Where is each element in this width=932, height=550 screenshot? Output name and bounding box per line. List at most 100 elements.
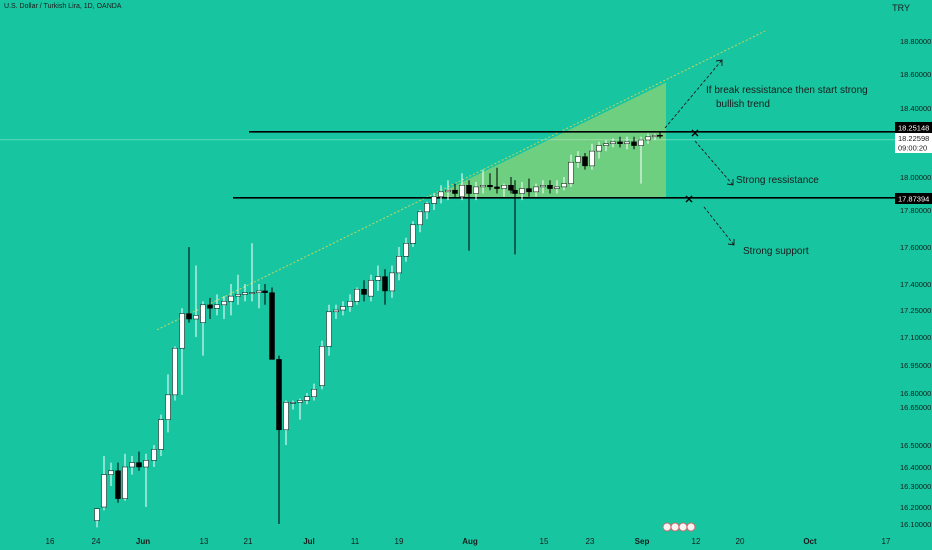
candle-body xyxy=(610,141,616,144)
resistance-arrow xyxy=(694,140,734,186)
y-tick-label: 18.40000 xyxy=(900,104,931,113)
time-axis[interactable]: 16 24 Jun 13 21 Jul 11 19 Aug 15 23 Sep 12 20 Oct 17 xyxy=(46,537,891,546)
candle-body xyxy=(382,276,388,292)
candle-body xyxy=(596,145,602,152)
candles xyxy=(94,132,663,528)
rising-trendline xyxy=(156,30,766,331)
candle-body xyxy=(561,183,567,188)
candle-body xyxy=(319,346,325,386)
x-tick-label: 12 xyxy=(692,537,701,546)
x-tick-label: 21 xyxy=(244,537,253,546)
x-tick-label: 13 xyxy=(200,537,209,546)
event-icons[interactable] xyxy=(662,522,696,532)
candle-body xyxy=(122,466,128,499)
y-tick-label: 16.80000 xyxy=(900,389,931,398)
svg-text:18.22598: 18.22598 xyxy=(898,134,929,143)
candle-body xyxy=(283,402,289,431)
x-tick-label: Jul xyxy=(303,537,315,546)
candle-body xyxy=(375,276,381,281)
x-tick-label: Sep xyxy=(635,537,650,546)
support-arrow xyxy=(703,206,735,246)
resistance-price-label: 18.25148 xyxy=(895,122,932,133)
candle-body xyxy=(568,161,574,184)
x-tick-label: 16 xyxy=(46,537,55,546)
support-price-label: 17.87394 xyxy=(895,193,932,204)
y-tick-label: 18.60000 xyxy=(900,70,931,79)
candle-body xyxy=(533,186,539,193)
candle-body xyxy=(340,306,346,311)
candle-body xyxy=(256,290,262,293)
candle-body xyxy=(165,394,171,420)
candle-body xyxy=(438,191,444,198)
candle-body xyxy=(193,315,199,320)
candle-body xyxy=(480,185,486,188)
candle-body xyxy=(200,304,206,323)
candle-body xyxy=(108,470,114,475)
candle-body xyxy=(129,462,135,468)
candle-body xyxy=(311,389,317,397)
x-tick-label: Jun xyxy=(136,537,150,546)
candle-body xyxy=(158,419,164,450)
candle-body xyxy=(494,186,500,189)
y-tick-label: 16.95000 xyxy=(900,361,931,370)
candle-body xyxy=(645,136,651,141)
candle-body xyxy=(638,139,644,146)
y-tick-label: 16.30000 xyxy=(900,482,931,491)
x-tick-label: 20 xyxy=(736,537,745,546)
y-tick-label: 17.80000 xyxy=(900,206,931,215)
candle-body xyxy=(354,288,360,302)
y-tick-label: 16.50000 xyxy=(900,441,931,450)
y-tick-label: 17.40000 xyxy=(900,280,931,289)
candle-body xyxy=(235,294,241,297)
y-tick-label: 16.10000 xyxy=(900,520,931,529)
candle-body xyxy=(389,272,395,292)
candle-body xyxy=(347,301,353,307)
candle-body xyxy=(547,185,553,189)
candle-body xyxy=(115,470,121,499)
candle-body xyxy=(582,156,588,167)
candle-body xyxy=(657,134,663,137)
y-tick-label: 16.65000 xyxy=(900,403,931,412)
candle-body xyxy=(589,150,595,167)
candle-body xyxy=(617,141,623,144)
y-tick-label: 17.60000 xyxy=(900,243,931,252)
candle-body xyxy=(508,185,514,191)
rising-wedge-area xyxy=(430,82,666,198)
candle-body xyxy=(403,243,409,257)
candle-body xyxy=(94,508,100,521)
x-tick-label: 24 xyxy=(92,537,101,546)
candle-body xyxy=(101,474,107,508)
support-annotation: Strong support xyxy=(743,246,809,257)
candle-body xyxy=(290,402,296,404)
candle-body xyxy=(624,141,630,144)
arrow-heads xyxy=(715,59,735,246)
breakout-annotation-line2: bullish trend xyxy=(716,99,770,110)
candle-body xyxy=(554,186,560,189)
current-price-label: 18.22598 09:00:20 xyxy=(895,133,932,153)
countdown-timer: 09:00:20 xyxy=(898,144,927,153)
candle-body xyxy=(304,396,310,401)
candle-body xyxy=(333,309,339,313)
currency-label: TRY xyxy=(892,3,910,13)
candle-body xyxy=(221,301,227,306)
chart-title: U.S. Dollar / Turkish Lira, 1D, OANDA xyxy=(4,3,122,10)
projection-arrows xyxy=(664,59,735,246)
breakout-annotation-line1: If break ressistance then start strong xyxy=(706,85,868,96)
candle-body xyxy=(151,449,157,461)
candle-body xyxy=(431,196,437,204)
y-tick-label: 18.00000 xyxy=(900,173,931,182)
svg-text:17.87394: 17.87394 xyxy=(898,195,929,204)
candle-body xyxy=(297,400,303,403)
candle-body xyxy=(445,189,451,193)
candle-body xyxy=(452,189,458,194)
y-tick-label: 16.20000 xyxy=(900,503,931,512)
price-axis[interactable]: 16.10000 16.20000 16.30000 16.40000 16.50000… xyxy=(900,37,931,529)
x-tick-label: 19 xyxy=(395,537,404,546)
candle-body xyxy=(487,185,493,188)
candle-body xyxy=(519,188,525,194)
candle-body xyxy=(603,143,609,146)
y-tick-label: 16.40000 xyxy=(900,463,931,472)
candle-body xyxy=(179,313,185,349)
resistance-annotation: Strong ressistance xyxy=(736,175,819,186)
